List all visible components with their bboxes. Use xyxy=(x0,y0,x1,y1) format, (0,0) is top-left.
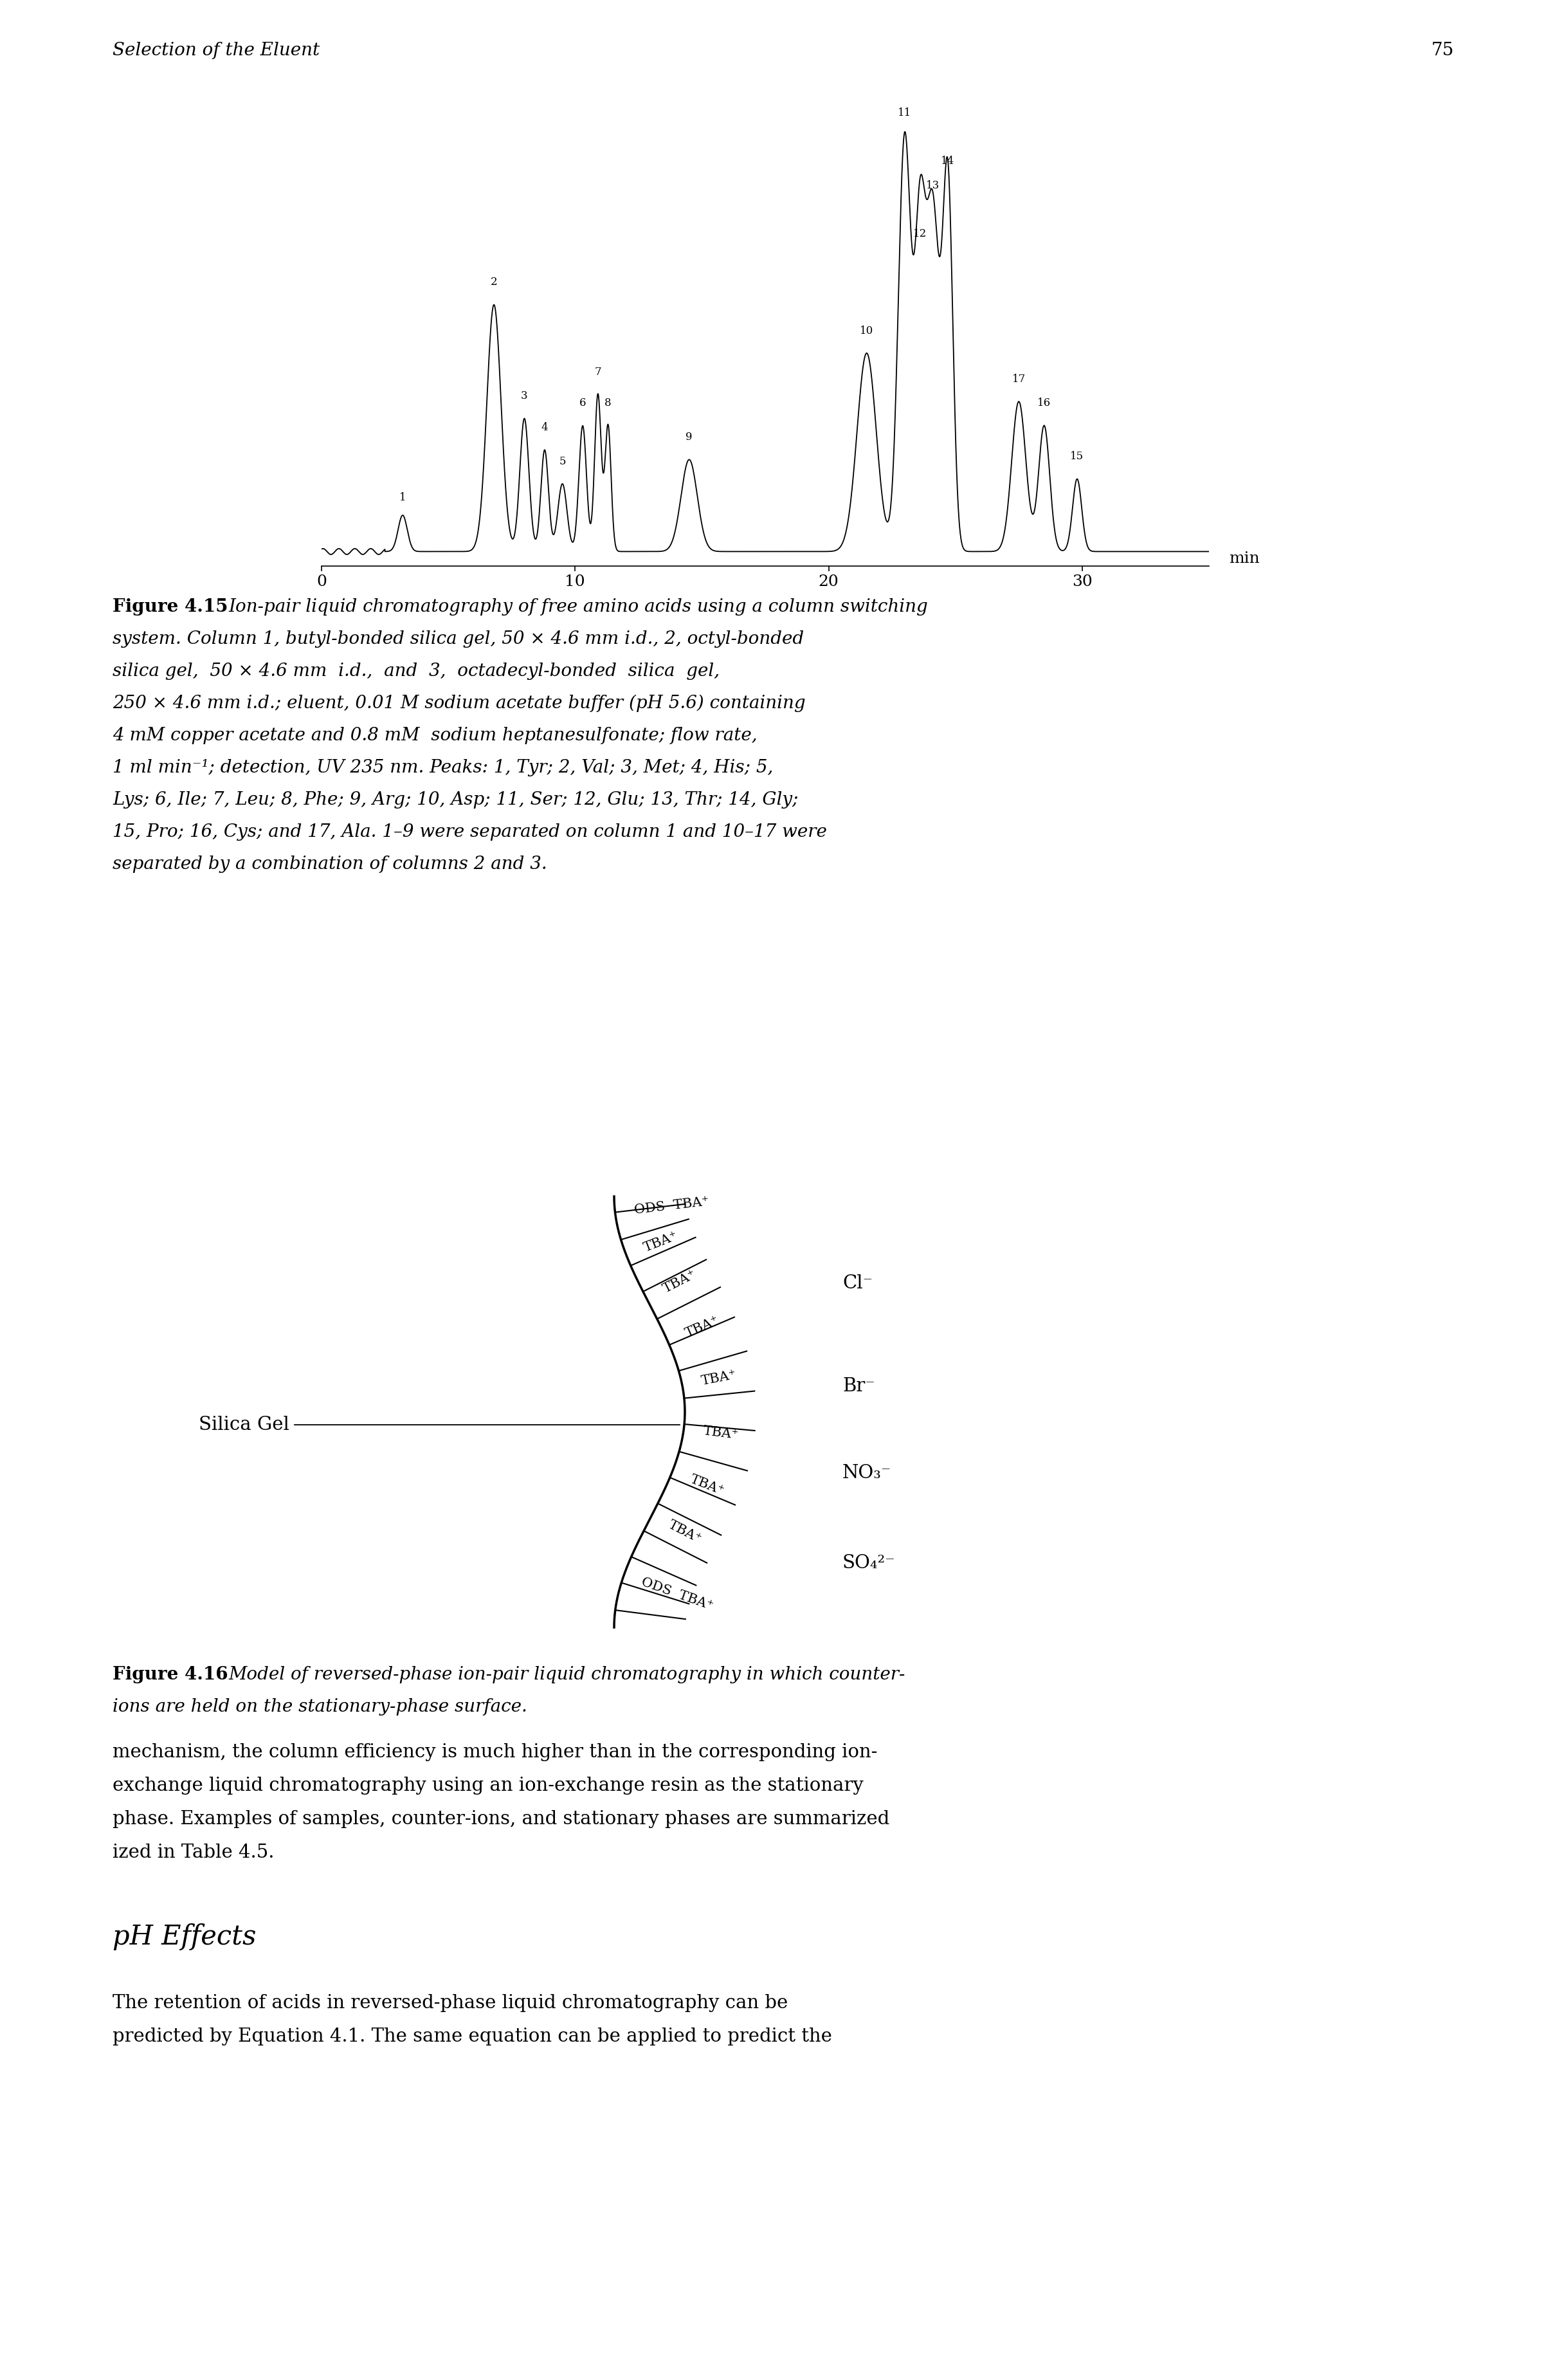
Text: Selection of the Eluent: Selection of the Eluent xyxy=(113,43,320,60)
Text: 11: 11 xyxy=(899,107,911,119)
Text: ions are held on the stationary-phase surface.: ions are held on the stationary-phase su… xyxy=(113,1699,527,1716)
Text: Br⁻: Br⁻ xyxy=(843,1378,875,1395)
Text: 14: 14 xyxy=(940,155,954,167)
Text: ODS  TBA⁺: ODS TBA⁺ xyxy=(633,1195,710,1216)
Text: 10: 10 xyxy=(860,326,874,336)
Text: TBA⁺: TBA⁺ xyxy=(661,1269,698,1295)
Text: 3: 3 xyxy=(520,390,528,402)
Text: 15: 15 xyxy=(1070,452,1084,462)
Text: phase. Examples of samples, counter-ions, and stationary phases are summarized: phase. Examples of samples, counter-ions… xyxy=(113,1811,889,1828)
Text: 8: 8 xyxy=(605,397,611,409)
Text: ODS  TBA⁺: ODS TBA⁺ xyxy=(639,1576,715,1614)
Text: 5: 5 xyxy=(559,457,565,466)
Text: The retention of acids in reversed-phase liquid chromatography can be: The retention of acids in reversed-phase… xyxy=(113,1994,787,2011)
Text: 1 ml min⁻¹; detection, UV 235 nm. Peaks: 1, Tyr; 2, Val; 3, Met; 4, His; 5,: 1 ml min⁻¹; detection, UV 235 nm. Peaks:… xyxy=(113,759,774,776)
Text: TBA⁺: TBA⁺ xyxy=(667,1518,704,1545)
Text: NO₃⁻: NO₃⁻ xyxy=(843,1464,891,1483)
Text: Lys; 6, Ile; 7, Leu; 8, Phe; 9, Arg; 10, Asp; 11, Ser; 12, Glu; 13, Thr; 14, Gly: Lys; 6, Ile; 7, Leu; 8, Phe; 9, Arg; 10,… xyxy=(113,790,798,809)
Text: 4: 4 xyxy=(542,421,548,433)
Text: TBA⁺: TBA⁺ xyxy=(642,1230,679,1254)
Text: SO₄²⁻: SO₄²⁻ xyxy=(843,1554,896,1573)
Text: Cl⁻: Cl⁻ xyxy=(843,1273,872,1292)
Text: system. Column 1, butyl-bonded silica gel, 50 × 4.6 mm i.d., 2, octyl-bonded: system. Column 1, butyl-bonded silica ge… xyxy=(113,631,804,647)
Text: TBA⁺: TBA⁺ xyxy=(703,1426,740,1442)
Text: 1: 1 xyxy=(400,493,406,502)
Text: TBA⁺: TBA⁺ xyxy=(699,1368,738,1388)
Text: 250 × 4.6 mm i.d.; eluent, 0.01 M sodium acetate buffer (pH 5.6) containing: 250 × 4.6 mm i.d.; eluent, 0.01 M sodium… xyxy=(113,695,806,712)
Text: 7: 7 xyxy=(594,367,601,378)
Text: Silica Gel: Silica Gel xyxy=(199,1416,289,1433)
Text: TBA⁺: TBA⁺ xyxy=(689,1473,726,1497)
Text: 4 mM copper acetate and 0.8 mM  sodium heptanesulfonate; flow rate,: 4 mM copper acetate and 0.8 mM sodium he… xyxy=(113,726,757,745)
Text: 2: 2 xyxy=(491,276,497,288)
Text: ized in Table 4.5.: ized in Table 4.5. xyxy=(113,1844,275,1861)
Text: 75: 75 xyxy=(1431,43,1454,60)
Text: 16: 16 xyxy=(1038,397,1051,409)
Text: pH Effects: pH Effects xyxy=(113,1923,256,1949)
Text: Figure 4.16: Figure 4.16 xyxy=(113,1666,229,1683)
Text: Figure 4.15: Figure 4.15 xyxy=(113,597,229,616)
Text: 9: 9 xyxy=(686,431,693,443)
Text: predicted by Equation 4.1. The same equation can be applied to predict the: predicted by Equation 4.1. The same equa… xyxy=(113,2028,832,2044)
Text: mechanism, the column efficiency is much higher than in the corresponding ion-: mechanism, the column efficiency is much… xyxy=(113,1742,877,1761)
Text: Model of reversed-phase ion-pair liquid chromatography in which counter-: Model of reversed-phase ion-pair liquid … xyxy=(229,1666,905,1683)
Text: TBA⁺: TBA⁺ xyxy=(684,1314,721,1340)
Text: 12: 12 xyxy=(913,228,926,240)
Text: exchange liquid chromatography using an ion-exchange resin as the stationary: exchange liquid chromatography using an … xyxy=(113,1775,863,1795)
Text: 17: 17 xyxy=(1011,374,1025,386)
Text: 13: 13 xyxy=(926,181,939,190)
Text: Ion-pair liquid chromatography of free amino acids using a column switching: Ion-pair liquid chromatography of free a… xyxy=(229,597,928,616)
Text: min: min xyxy=(1229,552,1260,566)
Text: silica gel,  50 × 4.6 mm  i.d.,  and  3,  octadecyl-bonded  silica  gel,: silica gel, 50 × 4.6 mm i.d., and 3, oct… xyxy=(113,662,720,681)
Text: 6: 6 xyxy=(579,397,587,409)
Text: 15, Pro; 16, Cys; and 17, Ala. 1–9 were separated on column 1 and 10–17 were: 15, Pro; 16, Cys; and 17, Ala. 1–9 were … xyxy=(113,823,828,840)
Text: separated by a combination of columns 2 and 3.: separated by a combination of columns 2 … xyxy=(113,854,547,873)
